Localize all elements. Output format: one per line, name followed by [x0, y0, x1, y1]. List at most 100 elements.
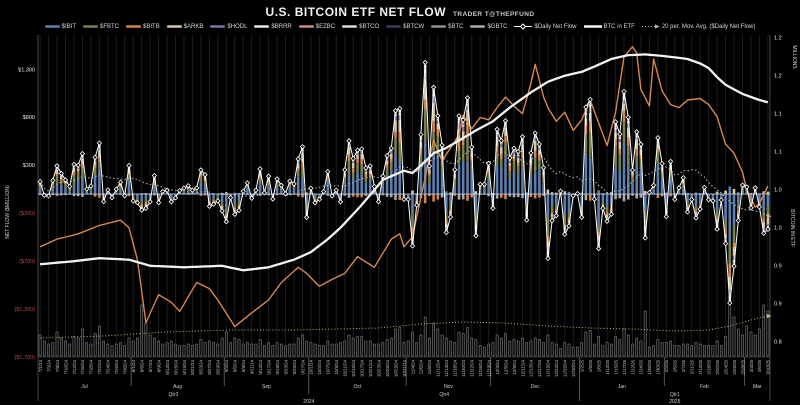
- svg-text:Aug: Aug: [173, 384, 182, 390]
- legend-swatch-dotted-arrow-icon: [641, 24, 660, 29]
- svg-text:Jan: Jan: [618, 384, 626, 390]
- svg-text:1.2: 1.2: [774, 36, 782, 42]
- svg-text:11/26/24: 11/26/24: [478, 359, 483, 376]
- svg-text:1.0: 1.0: [774, 226, 782, 232]
- svg-text:12/26/24: 12/26/24: [563, 359, 568, 377]
- svg-text:0.9: 0.9: [774, 264, 782, 270]
- btc-in-etf-line: [40, 53, 769, 272]
- volume-trend-dotted-line: [40, 315, 769, 339]
- svg-text:1/13/25: 1/13/25: [605, 359, 610, 374]
- svg-text:1/28/25: 1/28/25: [647, 359, 652, 374]
- legend-swatch-thick-line: [583, 25, 602, 28]
- legend-item-brrr: $BRRR: [254, 23, 292, 30]
- svg-text:11/22/24: 11/22/24: [470, 359, 475, 376]
- chart-title: U.S. BITCOIN ETF NET FLOW: [265, 5, 447, 19]
- svg-text:10/3/24: 10/3/24: [317, 359, 322, 374]
- legend-label-btco: $BTCO: [359, 23, 380, 30]
- svg-text:($700): ($700): [19, 259, 35, 265]
- svg-text:Qtr4: Qtr4: [439, 392, 449, 398]
- legend-label-fbtc: $FBTC: [100, 23, 120, 30]
- legend-item-gbtc: $GBTC: [470, 23, 507, 30]
- legend-label-brrr: $BRRR: [271, 23, 292, 30]
- svg-text:1/6/25: 1/6/25: [588, 359, 593, 372]
- legend-swatch-bar: [210, 25, 226, 28]
- legend-label-btc-in-etf: BTC in ETF: [603, 23, 635, 30]
- svg-text:Jul: Jul: [81, 384, 87, 390]
- legend-swatch-bar: [83, 25, 99, 28]
- legend-swatch-bar: [342, 25, 358, 28]
- svg-text:Qtr3: Qtr3: [169, 392, 179, 398]
- svg-text:12/19/24: 12/19/24: [546, 359, 551, 377]
- svg-text:7/3/24: 7/3/24: [46, 359, 51, 372]
- legend-item-fbtc: $FBTC: [83, 23, 119, 30]
- legend-item-arkb: $ARKB: [166, 23, 203, 30]
- svg-text:($200): ($200): [19, 211, 35, 217]
- svg-text:1/15/25: 1/15/25: [613, 359, 618, 374]
- svg-text:12/17/24: 12/17/24: [537, 359, 542, 377]
- legend-swatch-bar: [386, 25, 402, 28]
- svg-text:11/6/24: 11/6/24: [419, 359, 424, 374]
- right-axis: 1.2 1.2 1.1 1.1 1.0 1.0 0.9 0.9 0.8 MILLIONS BITCO…: [774, 36, 797, 346]
- svg-text:7/26/24: 7/26/24: [114, 359, 119, 374]
- svg-text:MILLIONS: MILLIONS: [791, 45, 797, 69]
- svg-text:1/2/25: 1/2/25: [580, 359, 585, 372]
- legend-item-btcw: $BTCW: [386, 23, 424, 30]
- legend-item-ezbc: $EZBC: [298, 23, 336, 30]
- svg-text:11/12/24: 11/12/24: [436, 359, 441, 376]
- svg-text:7/18/24: 7/18/24: [89, 359, 94, 374]
- svg-text:11/18/24: 11/18/24: [453, 359, 458, 376]
- legend-label-btc: $BTC: [448, 23, 464, 30]
- svg-text:9/27/24: 9/27/24: [300, 359, 305, 374]
- svg-text:7/22/24: 7/22/24: [97, 359, 102, 374]
- legend-label-ezbc: $EZBC: [315, 23, 336, 30]
- svg-text:$800: $800: [23, 115, 35, 121]
- svg-text:9/3/24: 9/3/24: [224, 359, 229, 372]
- legend-label-bitb: $BITB: [143, 23, 160, 30]
- svg-text:2/13/25: 2/13/25: [698, 359, 703, 374]
- svg-text:9/11/24: 9/11/24: [250, 359, 255, 374]
- legend-swatch-bar: [254, 25, 270, 28]
- svg-text:10/11/24: 10/11/24: [343, 359, 348, 376]
- chart-legend: $IBIT $FBTC $BITB $ARKB $HODL $BRRR $EZBC $BTCO…: [0, 23, 800, 30]
- svg-text:8/23/24: 8/23/24: [199, 359, 204, 374]
- svg-text:2/5/25: 2/5/25: [673, 359, 678, 372]
- svg-text:3/10/25: 3/10/25: [766, 359, 771, 374]
- svg-text:1.0: 1.0: [774, 188, 782, 194]
- svg-text:7/16/24: 7/16/24: [80, 359, 85, 374]
- svg-text:8/29/24: 8/29/24: [216, 359, 221, 374]
- ma20-daily-net-flow-line: [39, 150, 769, 217]
- legend-item-btco: $BTCO: [342, 23, 379, 30]
- left-axis: $1,300 $800 $300 ($200) ($700) ($1,200) ($1,70…: [5, 67, 35, 360]
- daily-net-flow-markers: [37, 59, 771, 306]
- volume-bars-unlabeled: [38, 304, 770, 357]
- svg-text:7/10/24: 7/10/24: [63, 359, 68, 374]
- svg-text:8/1/24: 8/1/24: [131, 359, 136, 372]
- svg-text:0.9: 0.9: [774, 302, 782, 308]
- svg-text:BITCOIN IN ETF: BITCOIN IN ETF: [789, 209, 795, 247]
- svg-text:Mar: Mar: [753, 384, 762, 390]
- legend-swatch-bar: [431, 25, 447, 28]
- svg-text:1.1: 1.1: [774, 112, 782, 118]
- svg-text:7/8/24: 7/8/24: [55, 359, 60, 372]
- svg-text:10/29/24: 10/29/24: [393, 359, 398, 377]
- svg-text:8/27/24: 8/27/24: [207, 359, 212, 374]
- svg-text:10/7/24: 10/7/24: [326, 359, 331, 374]
- svg-text:1/24/25: 1/24/25: [639, 359, 644, 374]
- svg-text:9/19/24: 9/19/24: [275, 359, 280, 374]
- svg-text:$300: $300: [23, 163, 35, 169]
- svg-text:2025: 2025: [669, 399, 680, 405]
- svg-text:3/4/25: 3/4/25: [749, 359, 754, 372]
- svg-text:9/9/24: 9/9/24: [241, 359, 246, 372]
- svg-text:1.2: 1.2: [774, 74, 782, 80]
- svg-text:Sep: Sep: [262, 384, 271, 390]
- svg-text:$1,300: $1,300: [18, 67, 35, 73]
- svg-text:7/30/24: 7/30/24: [123, 359, 128, 374]
- x-axis-year-labels: 2024 2025: [303, 399, 680, 405]
- legend-item-20-per-mov-avg-daily-net-flow: 20 per. Mov. Avg. ($Daily Net Flow): [641, 23, 755, 30]
- svg-text:12/9/24: 12/9/24: [512, 359, 517, 374]
- svg-text:11/14/24: 11/14/24: [444, 359, 449, 376]
- x-axis-month-labels: Jul Aug Sep Oct Nov Dec Jan Feb Mar: [81, 384, 762, 390]
- svg-text:8/13/24: 8/13/24: [165, 359, 170, 374]
- svg-text:12/5/24: 12/5/24: [503, 359, 508, 374]
- svg-text:11/29/24: 11/29/24: [486, 359, 491, 376]
